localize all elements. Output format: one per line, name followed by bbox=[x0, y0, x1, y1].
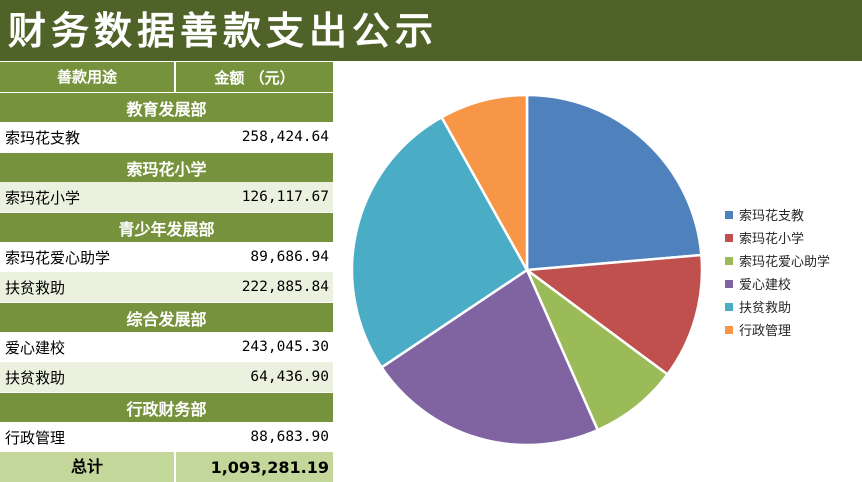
legend-swatch bbox=[725, 210, 733, 219]
table-row: 索玛花支教 258,424.64 bbox=[0, 122, 333, 152]
legend-item: 爱心建校 bbox=[725, 272, 830, 295]
row-amount: 126,117.67 bbox=[241, 189, 329, 205]
legend-item: 扶贫救助 bbox=[725, 295, 830, 318]
table-row: 索玛花小学 126,117.67 bbox=[0, 182, 333, 212]
row-amount: 88,683.90 bbox=[250, 429, 329, 445]
pie-slice bbox=[523, 266, 670, 432]
page-title: 财务数据善款支出公示 bbox=[8, 8, 439, 53]
legend-item: 索玛花爱心助学 bbox=[725, 249, 830, 272]
chart-legend: 索玛花支教索玛花小学索玛花爱心助学 爱心建校扶贫救助行政管理 bbox=[725, 203, 830, 341]
legend-label: 扶贫救助 bbox=[739, 301, 792, 316]
row-amount: 89,686.94 bbox=[250, 249, 329, 265]
section-header: 青少年发展部 bbox=[0, 212, 333, 242]
table-row: 爱心建校 243,045.30 bbox=[0, 332, 333, 362]
pie-chart-area: 索玛花支教索玛花小学索玛花爱心助学 爱心建校扶贫救助行政管理 bbox=[333, 62, 862, 482]
section-header: 索玛花小学 bbox=[0, 152, 333, 182]
total-label: 总计 bbox=[0, 452, 176, 482]
legend-label: 索玛花支教 bbox=[739, 209, 805, 224]
row-amount: 243,045.30 bbox=[241, 339, 329, 355]
table-row: 行政管理 88,683.90 bbox=[0, 422, 333, 452]
legend-label: 行政管理 bbox=[739, 324, 792, 339]
header-amount: 金额 （元） bbox=[214, 68, 295, 87]
row-amount: 64,436.90 bbox=[250, 369, 329, 385]
header-purpose: 善款用途 bbox=[0, 62, 176, 92]
legend-swatch bbox=[725, 302, 733, 311]
pie-slice bbox=[379, 268, 600, 447]
row-label: 索玛花小学 bbox=[5, 188, 81, 207]
pie-slice bbox=[525, 93, 703, 272]
row-label: 爱心建校 bbox=[5, 338, 66, 357]
table-row: 扶贫救助 64,436.90 bbox=[0, 362, 333, 392]
table-row: 索玛花爱心助学 89,686.94 bbox=[0, 242, 333, 272]
pie-slice bbox=[523, 253, 704, 377]
legend-swatch bbox=[725, 233, 733, 242]
row-amount: 258,424.64 bbox=[241, 129, 329, 145]
section-header: 行政财务部 bbox=[0, 392, 333, 422]
row-label: 扶贫救助 bbox=[5, 368, 66, 387]
pie-slice bbox=[439, 93, 529, 275]
pie-slice bbox=[350, 115, 529, 370]
legend-swatch bbox=[725, 256, 733, 265]
legend-swatch bbox=[725, 279, 733, 288]
table-row: 扶贫救助 222,885.84 bbox=[0, 272, 333, 302]
section-header: 综合发展部 bbox=[0, 302, 333, 332]
legend-label: 爱心建校 bbox=[739, 278, 792, 293]
legend-swatch bbox=[725, 325, 733, 334]
expense-table: 善款用途 金额 （元） 教育发展部 索玛花支教 258,424.64 索玛花小学… bbox=[0, 62, 333, 482]
total-row: 总计 1,093,281.19 bbox=[0, 452, 333, 482]
legend-label: 索玛花爱心助学 bbox=[739, 255, 831, 270]
section-header: 教育发展部 bbox=[0, 92, 333, 122]
row-label: 行政管理 bbox=[5, 428, 66, 447]
row-label: 扶贫救助 bbox=[5, 278, 66, 297]
title-bar: 财务数据善款支出公示 bbox=[0, 0, 862, 61]
row-amount: 222,885.84 bbox=[241, 279, 329, 295]
row-label: 索玛花爱心助学 bbox=[5, 248, 111, 267]
legend-item: 索玛花支教 bbox=[725, 203, 830, 226]
legend-item: 索玛花小学 bbox=[725, 226, 830, 249]
pie-chart bbox=[350, 93, 704, 447]
table-header: 善款用途 金额 （元） bbox=[0, 62, 333, 92]
total-amount: 1,093,281.19 bbox=[210, 457, 329, 477]
legend-label: 索玛花小学 bbox=[739, 232, 805, 247]
legend-item: 行政管理 bbox=[725, 318, 830, 341]
row-label: 索玛花支教 bbox=[5, 128, 81, 147]
